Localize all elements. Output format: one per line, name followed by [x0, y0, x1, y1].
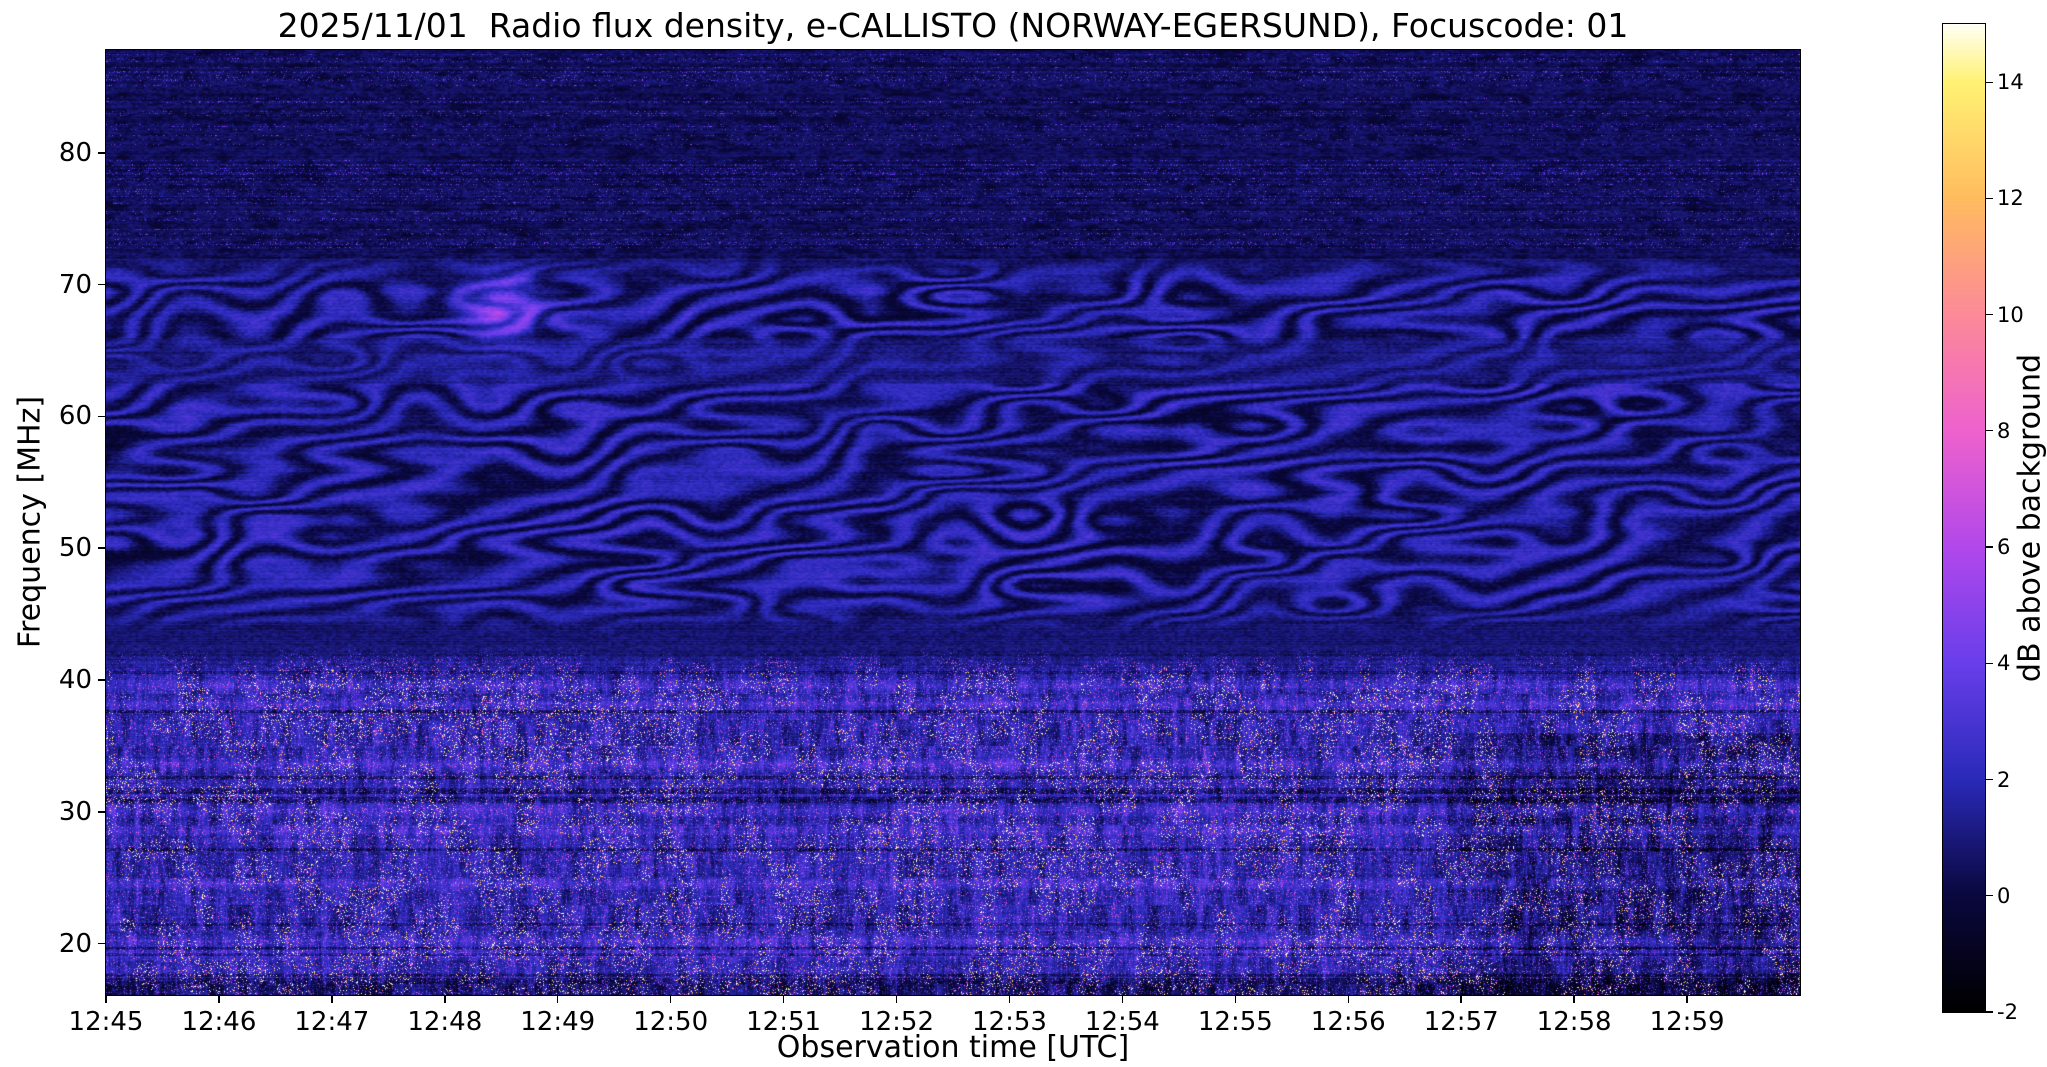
x-tick	[1234, 995, 1237, 1003]
x-tick	[1573, 995, 1575, 1003]
colorbar-tick	[1986, 662, 1993, 664]
colorbar-tick	[1986, 895, 1993, 897]
x-tick-label: 12:48	[407, 1007, 483, 1037]
colorbar-label: dB above background	[2012, 353, 2047, 683]
colorbar-tick-label: 0	[1997, 883, 2011, 908]
x-tick-label: 12:59	[1649, 1007, 1725, 1037]
colorbar-tick-label: -2	[1997, 1000, 2018, 1024]
x-tick	[218, 995, 220, 1003]
x-axis-label: Observation time [UTC]	[776, 1030, 1130, 1065]
colorbar-tick-label: 4	[1997, 651, 2011, 676]
colorbar-tick	[1986, 81, 1993, 83]
y-tick	[98, 811, 106, 813]
x-tick-label: 12:56	[1310, 1007, 1386, 1037]
y-tick	[98, 415, 106, 418]
y-tick	[98, 679, 106, 681]
x-tick-label: 12:51	[746, 1007, 822, 1037]
x-tick-label: 12:55	[1197, 1007, 1273, 1037]
y-tick	[98, 547, 106, 549]
x-tick	[895, 995, 898, 1003]
colorbar-tick-label: 8	[1997, 418, 2011, 443]
x-tick-label: 12:46	[181, 1007, 257, 1037]
x-tick-label: 12:53	[971, 1007, 1047, 1037]
x-tick	[556, 995, 559, 1003]
colorbar-gradient	[1942, 23, 1986, 1013]
colorbar-tick-label: 14	[1997, 70, 2024, 95]
spectrogram-heatmap	[105, 49, 1801, 996]
colorbar-tick	[1986, 778, 1993, 781]
y-tick-label: 80	[58, 137, 92, 168]
colorbar-tick-label: 10	[1997, 302, 2024, 327]
x-tick	[1460, 995, 1462, 1003]
x-tick	[331, 995, 333, 1003]
colorbar-tick	[1986, 1011, 1993, 1013]
colorbar-tick-label: 12	[1997, 186, 2024, 211]
x-tick-label: 12:57	[1423, 1007, 1499, 1037]
x-tick	[782, 995, 785, 1003]
colorbar-tick-label: 2	[1997, 767, 2011, 792]
colorbar-tick	[1986, 546, 1993, 548]
x-tick	[1686, 995, 1688, 1003]
y-tick-label: 20	[58, 928, 92, 959]
y-tick-label: 60	[58, 401, 92, 432]
colorbar-tick	[1986, 430, 1993, 432]
y-tick-label: 30	[58, 796, 92, 827]
y-tick-label: 70	[58, 269, 92, 300]
colorbar-tick-label: 6	[1997, 535, 2011, 560]
x-tick	[1008, 995, 1011, 1003]
x-tick	[1347, 995, 1350, 1003]
x-tick	[669, 995, 672, 1003]
y-tick	[98, 152, 106, 154]
y-tick	[98, 942, 106, 945]
x-tick-label: 12:47	[294, 1007, 370, 1037]
x-tick-label: 12:58	[1536, 1007, 1612, 1037]
y-tick	[98, 283, 106, 286]
x-tick	[1121, 995, 1124, 1003]
x-tick	[444, 995, 446, 1003]
colorbar-tick	[1986, 313, 1993, 316]
chart-title: 2025/11/01 Radio flux density, e-CALLIST…	[277, 6, 1629, 45]
x-tick-label: 12:52	[859, 1007, 934, 1037]
x-tick-label: 12:45	[68, 1007, 144, 1037]
y-tick-label: 50	[58, 533, 92, 564]
x-tick-label: 12:50	[633, 1007, 709, 1037]
y-axis-label: Frequency [MHz]	[12, 395, 48, 649]
x-tick-label: 12:49	[520, 1007, 596, 1037]
y-tick-label: 40	[58, 665, 92, 695]
x-tick-label: 12:54	[1084, 1007, 1160, 1037]
x-tick	[105, 995, 107, 1003]
colorbar-tick	[1986, 197, 1993, 199]
